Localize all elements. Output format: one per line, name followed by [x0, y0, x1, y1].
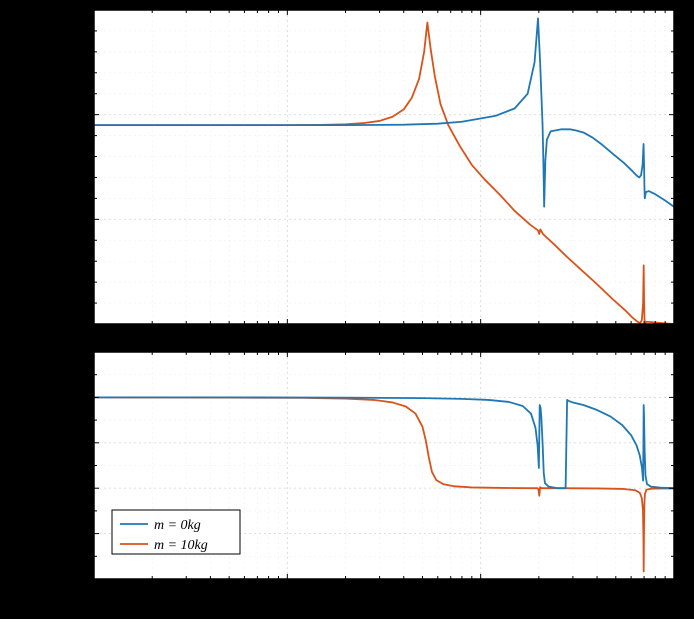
legend-label: m = 0kg: [154, 518, 201, 533]
x-axis-label: Frequency (Hz): [337, 599, 432, 615]
phase-ytick-label: -360: [60, 573, 86, 588]
phase-ylabel: Phase (deg): [10, 430, 26, 500]
mag-ytick-label: 0: [79, 109, 86, 124]
mag-ytick-label: 50: [72, 4, 86, 19]
phase-ytick-label: -90: [67, 437, 86, 452]
bode-plot: 100101102103-100-50050-360-270-180-90090…: [0, 0, 694, 619]
phase-ytick-label: -180: [60, 482, 86, 497]
magnitude-ylabel: Magnitude (dB): [10, 119, 26, 215]
phase-ytick-label: -270: [60, 528, 86, 543]
phase-ytick-label: 90: [72, 346, 86, 361]
phase-ytick-label: 0: [79, 391, 86, 406]
mag-ytick-label: -50: [67, 213, 86, 228]
mag-ytick-label: -100: [60, 318, 86, 333]
legend-label: m = 10kg: [154, 538, 208, 553]
